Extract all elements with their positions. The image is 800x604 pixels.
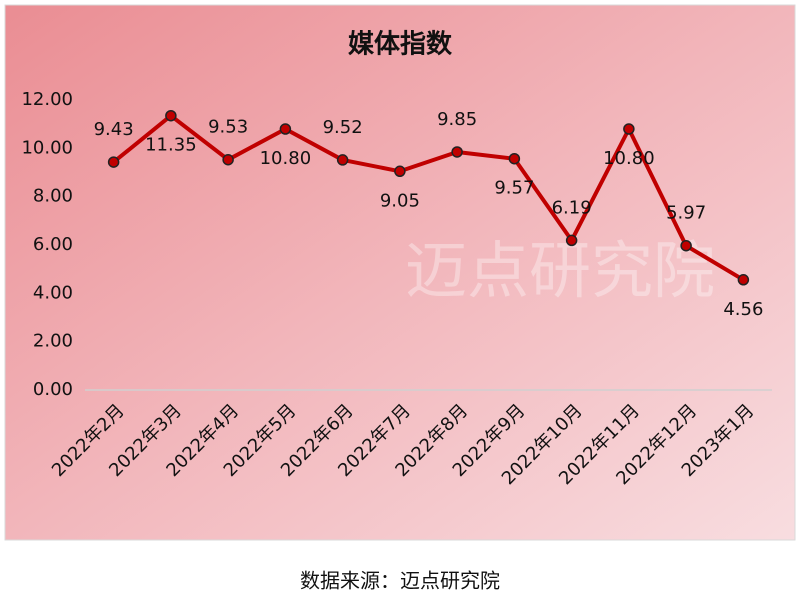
data-point (336, 154, 349, 166)
data-point (737, 274, 750, 286)
data-point (623, 123, 635, 135)
data-label: 5.97 (666, 203, 706, 224)
y-tick-label: 8.00 (33, 186, 73, 207)
y-tick-label: 2.00 (33, 331, 73, 352)
data-label: 9.57 (494, 178, 534, 199)
data-point (508, 152, 521, 165)
data-label: 11.35 (145, 135, 197, 156)
y-tick-label: 12.00 (21, 89, 73, 110)
data-label: 10.80 (260, 148, 312, 169)
data-point (107, 156, 120, 168)
data-label: 4.56 (723, 299, 763, 320)
line-series (112, 113, 745, 282)
data-point (165, 109, 177, 122)
y-tick-label: 6.00 (33, 234, 73, 255)
data-point (680, 239, 692, 252)
source-note: 数据来源：迈点研究院 (300, 569, 500, 593)
y-tick-label: 4.00 (33, 282, 73, 303)
data-label: 9.52 (323, 117, 363, 138)
data-label: 9.85 (437, 109, 477, 130)
data-label: 10.80 (603, 148, 655, 169)
data-label: 9.53 (208, 117, 248, 138)
data-point (279, 123, 292, 135)
chart-background (4, 4, 796, 541)
data-label: 9.43 (94, 119, 134, 140)
y-tick-label: 10.00 (21, 137, 73, 158)
data-label: 6.19 (552, 197, 592, 218)
data-point (565, 234, 578, 247)
watermark: 迈点研究院 (405, 234, 715, 307)
chart-title: 媒体指数 (348, 30, 453, 60)
data-point (222, 153, 234, 166)
data-label: 9.05 (380, 190, 420, 211)
y-tick-label: 0.00 (33, 379, 73, 400)
data-point (451, 146, 463, 158)
data-point (394, 165, 406, 178)
